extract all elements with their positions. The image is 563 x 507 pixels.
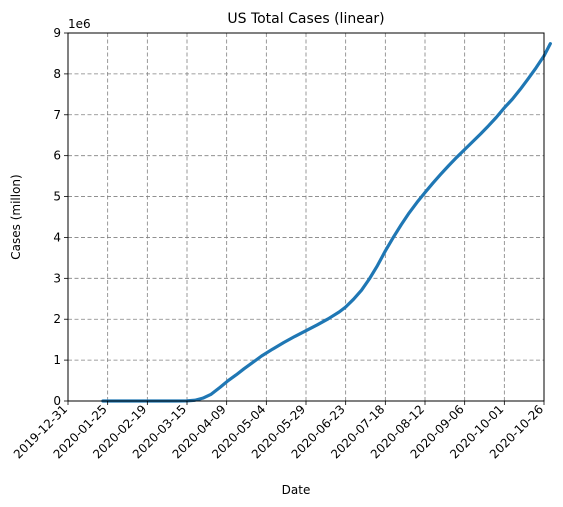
y-tick-label: 9 (53, 26, 61, 40)
y-tick-label: 2 (53, 312, 61, 326)
y-tick-label: 5 (53, 190, 61, 204)
y-tick-label: 8 (53, 67, 61, 81)
x-axis-title: Date (282, 483, 311, 497)
y-tick-label: 0 (53, 394, 61, 408)
y-tick-label: 4 (53, 230, 61, 244)
series-line-0 (101, 42, 552, 403)
y-tick-label: 3 (53, 271, 61, 285)
y-tick-label: 6 (53, 149, 61, 163)
y-axis-title: Cases (millon) (9, 174, 23, 259)
y-tick-label: 1 (53, 353, 61, 367)
grid-layer (67, 32, 545, 402)
y-axis-offset-label: 1e6 (68, 17, 91, 31)
series-layer (101, 42, 552, 403)
x-axis-ticks: 2019-12-312020-01-252020-02-192020-03-15… (11, 401, 546, 461)
y-tick-label: 7 (53, 108, 61, 122)
y-axis-ticks: 0 1 2 3 4 5 6 7 8 9 (53, 26, 68, 408)
chart-title: US Total Cases (linear) (227, 11, 384, 27)
